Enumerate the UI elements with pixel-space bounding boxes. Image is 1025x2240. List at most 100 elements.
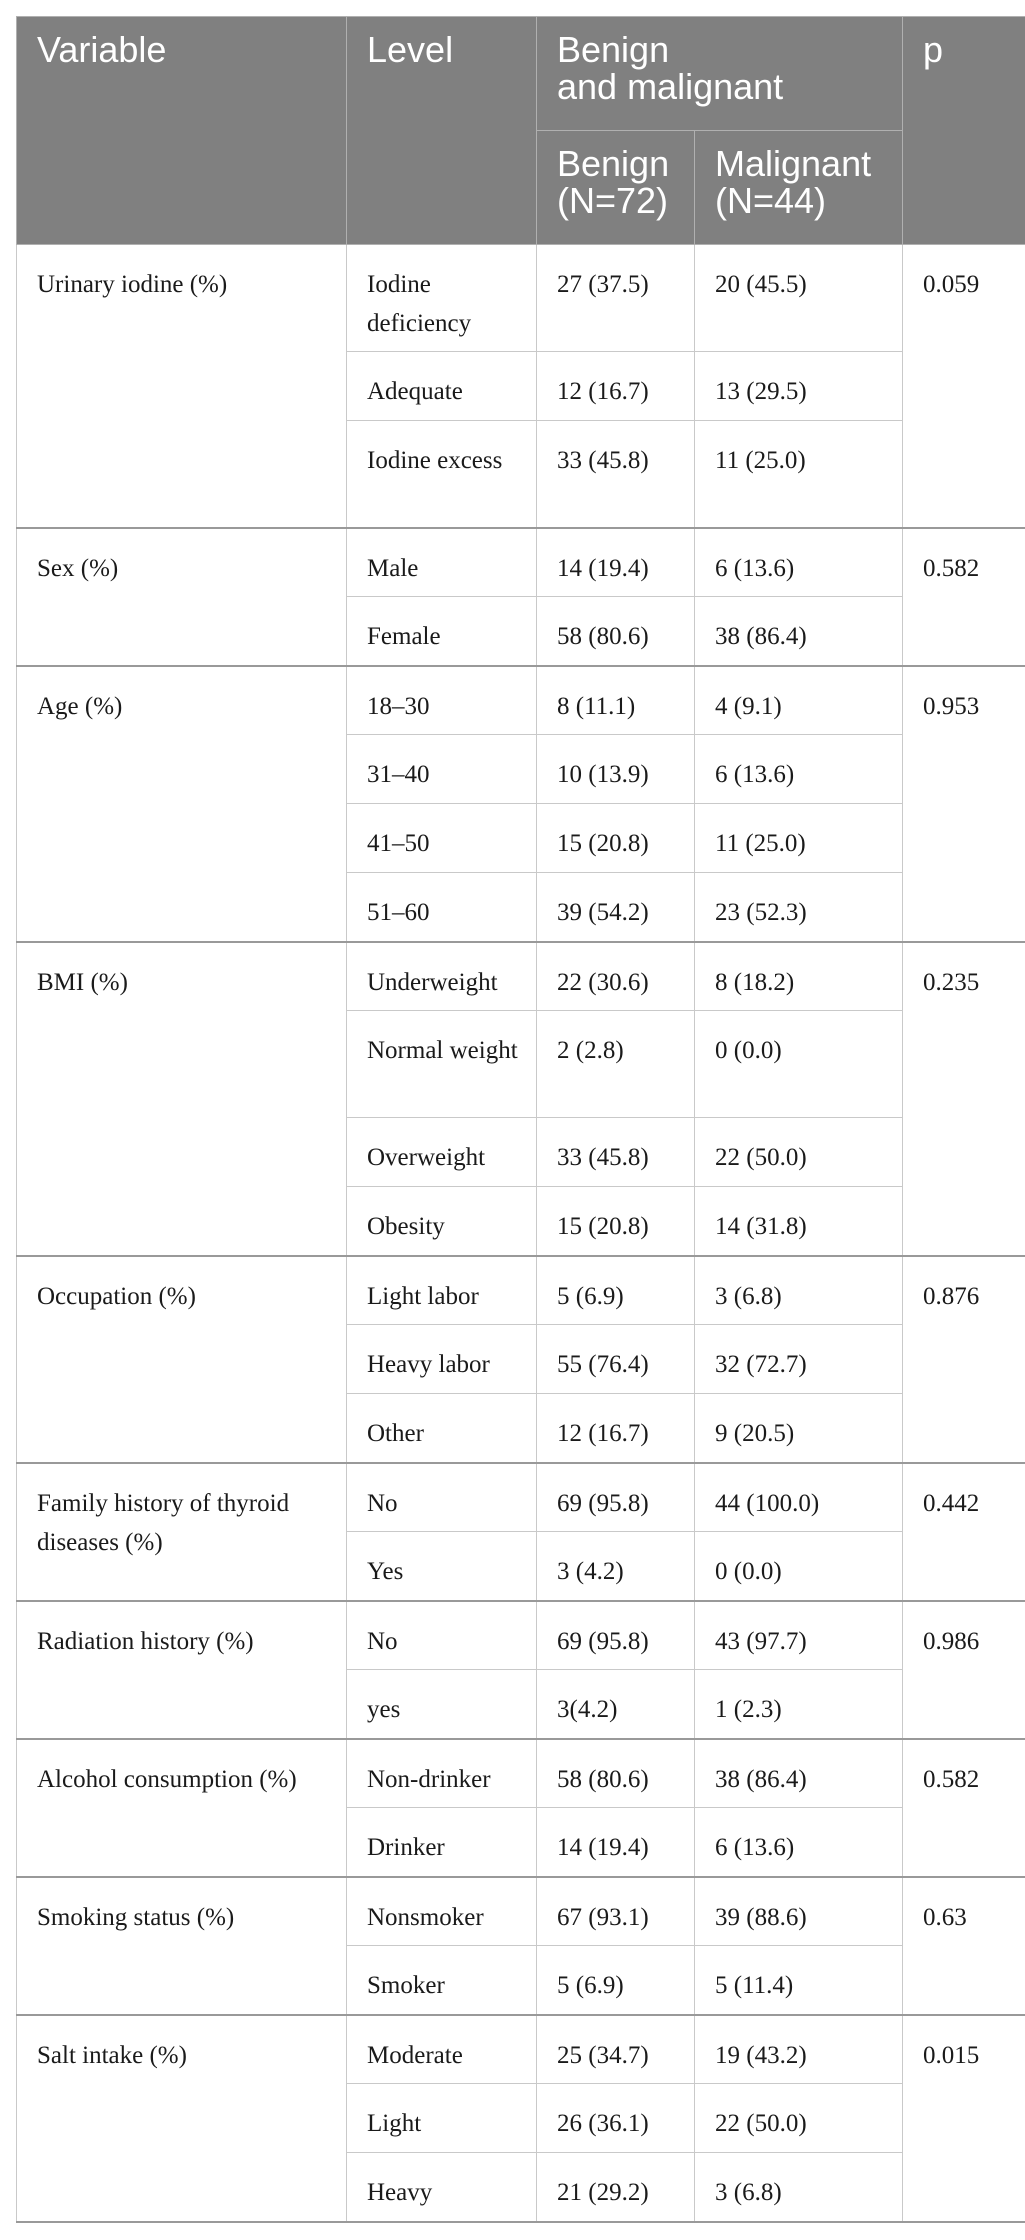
malignant-cell: 1 (2.3) xyxy=(693,1669,904,1740)
level-cell: Non-drinker xyxy=(346,1738,537,1808)
table-row: 31–40 10 (13.9) 6 (13.6) xyxy=(17,734,1025,804)
benign-cell: 69 (95.8) xyxy=(536,1600,695,1670)
level-cell: Adequate xyxy=(346,351,537,421)
variable-cell: Family history of thyroid diseases (%) xyxy=(16,1462,347,1602)
level-cell: Drinker xyxy=(346,1807,537,1878)
table-row: Smoker 5 (6.9) 5 (11.4) xyxy=(17,1945,1025,2016)
header-group-line2: and malignant xyxy=(557,66,784,107)
p-value-cell: 0.442 xyxy=(902,1462,1025,1602)
malignant-cell: 22 (50.0) xyxy=(693,2083,904,2153)
table-row: Drinker 14 (19.4) 6 (13.6) xyxy=(17,1807,1025,1878)
malignant-cell: 6 (13.6) xyxy=(693,1807,904,1878)
p-value-cell: 0.582 xyxy=(902,1738,1025,1878)
benign-cell: 12 (16.7) xyxy=(536,351,695,421)
variable-cell: Alcohol consumption (%) xyxy=(16,1738,347,1878)
level-cell: No xyxy=(346,1462,537,1532)
header-benign-line1: Benign xyxy=(557,143,670,184)
table-row: Sex (%) Male 14 (19.4) 6 (13.6) 0.582 xyxy=(16,527,1025,667)
header-variable: Variable xyxy=(16,16,347,245)
table-row: Normal weight 2 (2.8) 0 (0.0) xyxy=(17,1010,1025,1118)
variable-cell: Occupation (%) xyxy=(16,1255,347,1464)
level-cell: No xyxy=(346,1600,537,1670)
table-container: Variable Level Benign and malignant p Ben… xyxy=(16,16,1025,2223)
malignant-cell: 11 (25.0) xyxy=(693,420,904,529)
malignant-cell: 3 (6.8) xyxy=(693,1255,904,1325)
benign-cell: 33 (45.8) xyxy=(536,1117,695,1187)
malignant-cell: 20 (45.5) xyxy=(693,244,904,352)
malignant-cell: 4 (9.1) xyxy=(693,665,904,735)
variable-cell: BMI (%) xyxy=(16,941,347,1257)
benign-cell: 2 (2.8) xyxy=(536,1010,695,1118)
p-value-cell: 0.63 xyxy=(902,1876,1025,2016)
variable-cell: Urinary iodine (%) xyxy=(16,244,347,529)
variable-cell: Radiation history (%) xyxy=(16,1600,347,1740)
benign-cell: 67 (93.1) xyxy=(536,1876,695,1946)
table-row: Light 26 (36.1) 22 (50.0) xyxy=(17,2083,1025,2153)
level-cell: 18–30 xyxy=(346,665,537,735)
p-value-cell: 0.235 xyxy=(902,941,1025,1257)
table-row: Female 58 (80.6) 38 (86.4) xyxy=(17,596,1025,667)
malignant-cell: 38 (86.4) xyxy=(693,596,904,667)
malignant-cell: 6 (13.6) xyxy=(693,734,904,804)
header-malignant-line1: Malignant xyxy=(715,143,872,184)
table-row: Alcohol consumption (%) Non-drinker 58 (80… xyxy=(16,1738,1025,1878)
table-row: Smoking status (%) Nonsmoker 67 (93.1) 39 (… xyxy=(16,1876,1025,2016)
level-cell: Underweight xyxy=(346,941,537,1011)
malignant-cell: 19 (43.2) xyxy=(693,2014,904,2084)
level-cell: Obesity xyxy=(346,1186,537,1257)
malignant-cell: 6 (13.6) xyxy=(693,527,904,597)
table-row: Heavy 21 (29.2) 3 (6.8) xyxy=(17,2152,1025,2223)
benign-cell: 3(4.2) xyxy=(536,1669,695,1740)
p-value-cell: 0.876 xyxy=(902,1255,1025,1464)
benign-cell: 33 (45.8) xyxy=(536,420,695,529)
benign-cell: 22 (30.6) xyxy=(536,941,695,1011)
table-row: Other 12 (16.7) 9 (20.5) xyxy=(17,1393,1025,1464)
p-value-cell: 0.059 xyxy=(902,244,1025,529)
level-cell: Light labor xyxy=(346,1255,537,1325)
benign-cell: 15 (20.8) xyxy=(536,1186,695,1257)
table-row: Iodine excess 33 (45.8) 11 (25.0) xyxy=(17,420,1025,529)
level-cell: Male xyxy=(346,527,537,597)
malignant-cell: 0 (0.0) xyxy=(693,1010,904,1118)
header-malignant: Malignant (N=44) xyxy=(693,130,904,245)
p-value-cell: 0.986 xyxy=(902,1600,1025,1740)
malignant-cell: 23 (52.3) xyxy=(693,872,904,943)
benign-cell: 21 (29.2) xyxy=(536,2152,695,2223)
malignant-cell: 43 (97.7) xyxy=(693,1600,904,1670)
level-cell: 31–40 xyxy=(346,734,537,804)
malignant-cell: 44 (100.0) xyxy=(693,1462,904,1532)
benign-cell: 5 (6.9) xyxy=(536,1945,695,2016)
table-row: Family history of thyroid diseases (%) No… xyxy=(16,1462,1025,1602)
table-row: Overweight 33 (45.8) 22 (50.0) xyxy=(17,1117,1025,1187)
malignant-cell: 8 (18.2) xyxy=(693,941,904,1011)
malignant-cell: 22 (50.0) xyxy=(693,1117,904,1187)
benign-cell: 58 (80.6) xyxy=(536,596,695,667)
benign-cell: 55 (76.4) xyxy=(536,1324,695,1394)
level-cell: Overweight xyxy=(346,1117,537,1187)
benign-cell: 69 (95.8) xyxy=(536,1462,695,1532)
p-value-cell: 0.953 xyxy=(902,665,1025,943)
table-row: Age (%) 18–30 8 (11.1) 4 (9.1) 0.953 xyxy=(16,665,1025,943)
malignant-cell: 39 (88.6) xyxy=(693,1876,904,1946)
level-cell: Iodine excess xyxy=(346,420,537,529)
variable-cell: Salt intake (%) xyxy=(16,2014,347,2223)
level-cell: Normal weight xyxy=(346,1010,537,1118)
level-cell: Light xyxy=(346,2083,537,2153)
header-benign: Benign (N=72) xyxy=(536,130,695,245)
level-cell: Heavy labor xyxy=(346,1324,537,1394)
table-row: BMI (%) Underweight 22 (30.6) 8 (18.2) 0.235 xyxy=(16,941,1025,1257)
table-row: Urinary iodine (%) Iodine deficiency 27 (3… xyxy=(16,244,1025,529)
table-row: Occupation (%) Light labor 5 (6.9) 3 (6.8) 0… xyxy=(16,1255,1025,1464)
table-body: Urinary iodine (%) Iodine deficiency 27 (3… xyxy=(16,244,1025,2223)
malignant-cell: 32 (72.7) xyxy=(693,1324,904,1394)
level-cell: yes xyxy=(346,1669,537,1740)
table-row: Yes 3 (4.2) 0 (0.0) xyxy=(17,1531,1025,1602)
table-header: Variable Level Benign and malignant p Ben… xyxy=(16,16,1025,245)
benign-cell: 26 (36.1) xyxy=(536,2083,695,2153)
header-malignant-line2: (N=44) xyxy=(715,180,827,221)
malignant-cell: 5 (11.4) xyxy=(693,1945,904,2016)
malignant-cell: 0 (0.0) xyxy=(693,1531,904,1602)
variable-cell: Age (%) xyxy=(16,665,347,943)
p-value-cell: 0.582 xyxy=(902,527,1025,667)
malignant-cell: 3 (6.8) xyxy=(693,2152,904,2223)
